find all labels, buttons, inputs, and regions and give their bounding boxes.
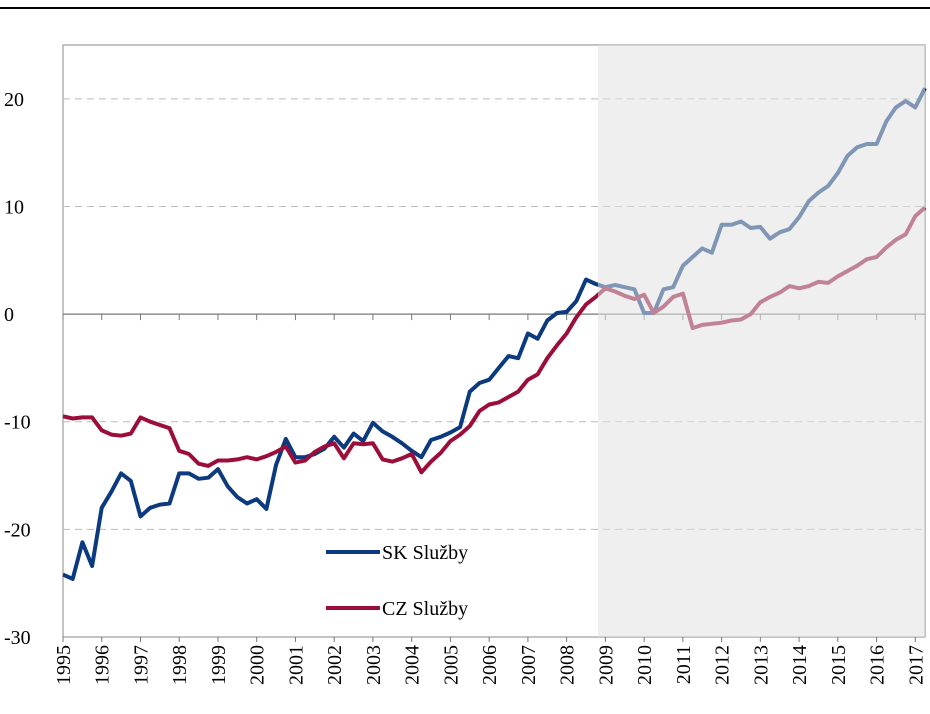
x-tick-label: 2016 [867, 645, 889, 685]
legend-label: SK Služby [382, 542, 468, 564]
x-tick-label: 2015 [828, 645, 850, 685]
x-tick-label: 2013 [750, 645, 772, 685]
legend-label: CZ Služby [382, 598, 468, 620]
x-tick-label: 2010 [634, 645, 656, 685]
x-tick-label: 2005 [440, 645, 462, 685]
x-tick-label: 2002 [324, 645, 346, 685]
x-tick-label: 1998 [169, 645, 191, 685]
y-tick-label: 0 [4, 304, 14, 326]
x-tick-label: 2009 [595, 645, 617, 685]
shaded-region [598, 45, 925, 637]
x-tick-label: 2012 [712, 645, 734, 685]
x-tick-label: 2007 [518, 645, 540, 685]
legend-box [320, 530, 520, 630]
x-tick-label: 2004 [402, 645, 424, 685]
y-tick-label: -20 [4, 519, 31, 541]
x-tick-label: 1995 [53, 645, 75, 685]
y-tick-label: -10 [4, 412, 31, 434]
y-tick-label: -30 [4, 627, 31, 649]
x-tick-label: 2003 [363, 645, 385, 685]
x-tick-label: 1997 [130, 645, 152, 685]
x-tick-label: 2014 [789, 645, 811, 685]
x-tick-label: 1999 [208, 645, 230, 685]
x-tick-label: 2001 [285, 645, 307, 685]
x-tick-label: 2000 [247, 645, 269, 685]
x-tick-label: 2017 [905, 645, 927, 685]
x-tick-label: 2008 [557, 645, 579, 685]
y-tick-label: 10 [4, 196, 24, 218]
x-tick-label: 2006 [479, 645, 501, 685]
x-tick-label: 2011 [673, 645, 695, 684]
x-tick-label: 1996 [92, 645, 114, 685]
y-tick-label: 20 [4, 89, 24, 111]
